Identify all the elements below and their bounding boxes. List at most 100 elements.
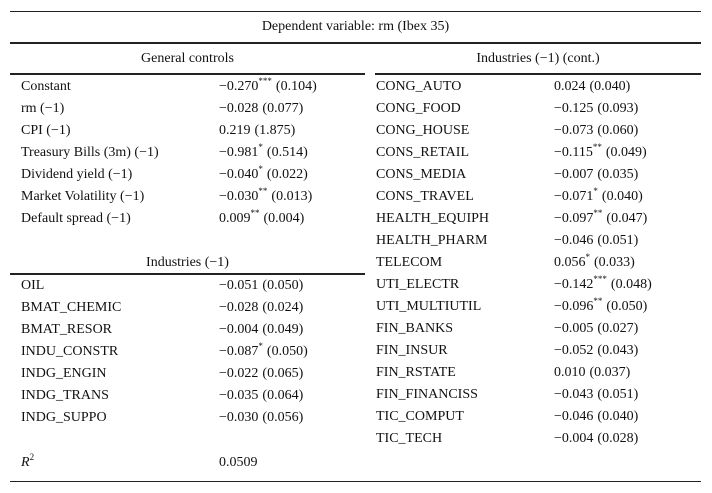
std-error: (0.013) [271, 189, 313, 204]
cell-value: 0.009** (0.004) [219, 208, 305, 227]
coefficient: −0.071 [554, 189, 594, 204]
std-error: (0.056) [262, 410, 304, 425]
std-error: (0.049) [605, 145, 647, 160]
std-error: (0.051) [597, 233, 639, 248]
coefficient: −0.043 [554, 387, 594, 402]
cell-value: 0.219 (1.875) [219, 123, 295, 139]
row-label: CPI (−1) [21, 123, 71, 138]
significance: * [258, 164, 263, 174]
coefficient: −0.004 [554, 431, 594, 446]
rule [10, 73, 365, 75]
r2-label: R [21, 455, 30, 470]
std-error: (0.035) [597, 167, 639, 182]
significance: *** [258, 76, 272, 86]
std-error: (0.064) [262, 388, 304, 403]
std-error: (0.050) [262, 278, 304, 293]
row-label: INDG_TRANS [21, 388, 109, 403]
rule [375, 73, 701, 75]
cell-value: −0.028 (0.024) [219, 300, 303, 316]
cell-value: −0.270*** (0.104) [219, 76, 317, 95]
significance: ** [250, 208, 260, 218]
cell-value: −0.073 (0.060) [554, 123, 638, 139]
std-error: (0.514) [266, 145, 308, 160]
cell-value: 0.010 (0.037) [554, 365, 630, 381]
row-label: UTI_ELECTR [376, 277, 460, 292]
row-label: TIC_COMPUT [376, 409, 464, 424]
significance: * [258, 341, 263, 351]
row-label: CONG_FOOD [376, 101, 461, 116]
row-label: Market Volatility (−1) [21, 189, 145, 204]
cell-value: −0.046 (0.051) [554, 233, 638, 249]
cell-value: −0.022 (0.065) [219, 366, 303, 382]
std-error: (0.040) [601, 189, 643, 204]
r2-sup: 2 [29, 452, 35, 462]
coefficient: −0.087 [219, 344, 259, 359]
row-label: Constant [21, 79, 71, 94]
std-error: (0.104) [275, 79, 317, 94]
coefficient: −0.005 [554, 321, 594, 336]
coefficient: 0.056 [554, 255, 586, 270]
std-error: (0.051) [597, 387, 639, 402]
coefficient: −0.035 [219, 388, 259, 403]
cell-value: −0.052 (0.043) [554, 343, 638, 359]
std-error: (0.049) [262, 322, 304, 337]
row-label: FIN_FINANCISS [376, 387, 478, 402]
row-label: INDU_CONSTR [21, 344, 119, 359]
std-error: (0.060) [597, 123, 639, 138]
row-label: FIN_INSUR [376, 343, 448, 358]
coefficient: −0.046 [554, 233, 594, 248]
cell-value: −0.007 (0.035) [554, 167, 638, 183]
coefficient: −0.270 [219, 79, 259, 94]
rule [10, 11, 701, 12]
significance: *** [593, 274, 607, 284]
cell-value: 0.056* (0.033) [554, 253, 635, 271]
coefficient: −0.981 [219, 145, 259, 160]
significance: ** [593, 208, 603, 218]
coefficient: −0.028 [219, 300, 259, 315]
cell-value: −0.087* (0.050) [219, 341, 308, 360]
significance: ** [592, 142, 602, 152]
significance: * [258, 142, 263, 152]
row-label: HEALTH_PHARM [376, 233, 488, 248]
row-label: INDG_ENGIN [21, 366, 107, 381]
rule [10, 481, 701, 482]
significance: ** [258, 186, 268, 196]
std-error: (0.040) [597, 409, 639, 424]
coefficient: −0.046 [554, 409, 594, 424]
row-label: OIL [21, 278, 45, 293]
coefficient: −0.030 [219, 410, 259, 425]
coefficient: −0.051 [219, 278, 259, 293]
row-label: FIN_RSTATE [376, 365, 456, 380]
section-title: General controls [141, 51, 234, 66]
row-label: HEALTH_EQUIPH [376, 211, 490, 226]
significance: * [593, 186, 598, 196]
std-error: (0.065) [262, 366, 304, 381]
cell-value: −0.004 (0.049) [219, 322, 303, 338]
row-label: R2 [21, 452, 35, 471]
row-label: BMAT_RESOR [21, 322, 113, 337]
row-label: Default spread (−1) [21, 211, 131, 226]
row-label: FIN_BANKS [376, 321, 454, 336]
coefficient: −0.097 [554, 211, 594, 226]
cell-value: −0.051 (0.050) [219, 278, 303, 294]
std-error: (0.022) [266, 167, 308, 182]
std-error: (1.875) [254, 123, 296, 138]
coefficient: 0.024 [554, 79, 586, 94]
row-label: INDG_SUPPO [21, 410, 107, 425]
row-label: CONG_HOUSE [376, 123, 470, 138]
coefficient: −0.007 [554, 167, 594, 182]
section-title: Industries (−1) [146, 255, 229, 270]
std-error: (0.040) [589, 79, 631, 94]
std-error: (0.047) [606, 211, 648, 226]
coefficient: 0.009 [219, 211, 251, 226]
table-title: Dependent variable: rm (Ibex 35) [261, 19, 450, 34]
cell-value: −0.115** (0.049) [554, 142, 647, 161]
row-label: UTI_MULTIUTIL [376, 299, 482, 314]
coefficient: −0.022 [219, 366, 259, 381]
cell-value: −0.125 (0.093) [554, 101, 638, 117]
std-error: (0.004) [263, 211, 305, 226]
cell-value: −0.097** (0.047) [554, 208, 648, 227]
cell-value: 0.0509 [219, 455, 258, 470]
std-error: (0.028) [597, 431, 639, 446]
